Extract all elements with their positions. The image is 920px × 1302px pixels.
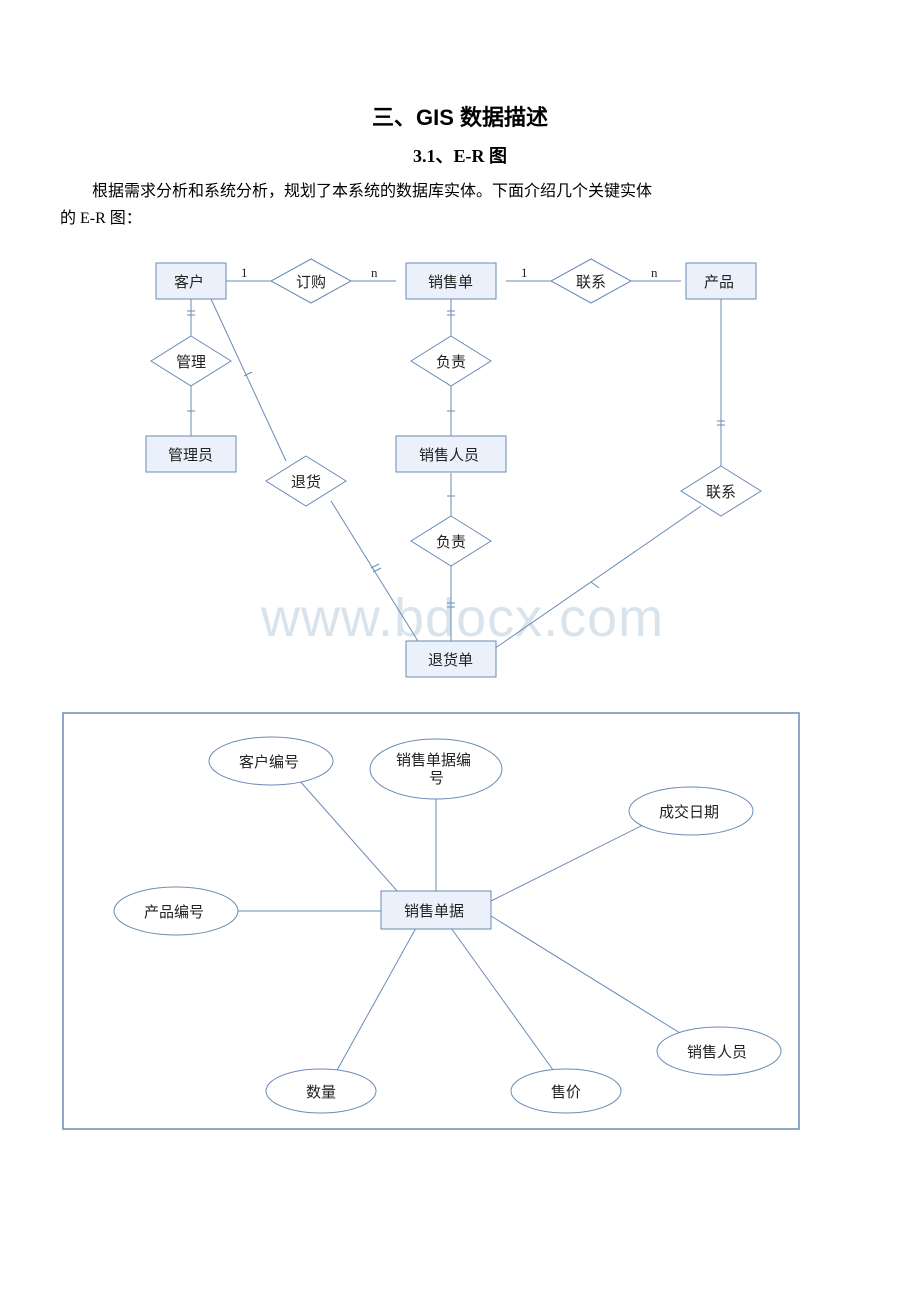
rel-manage: 管理 xyxy=(151,336,231,386)
er-attribute-diagram: 销售单据 客户编号 销售单据编 号 成交日期 产品编号 数 xyxy=(60,710,860,1132)
section-title: 三、GIS 数据描述 xyxy=(60,100,860,132)
entity-customer: 客户 xyxy=(156,263,226,299)
rel-contact-1: 联系 xyxy=(551,259,631,303)
svg-text:负责: 负责 xyxy=(436,354,466,371)
svg-text:号: 号 xyxy=(429,771,444,787)
watermark-text: www.bdocx.com xyxy=(260,588,664,648)
svg-text:产品编号: 产品编号 xyxy=(144,904,204,921)
attr-deal-date: 成交日期 xyxy=(629,787,753,835)
intro-line-2: 的 E-R 图： xyxy=(60,205,860,232)
rel-return: 退货 xyxy=(266,456,346,506)
er-diagram: www.bdocx.com 1 n 1 n xyxy=(60,240,860,682)
entity-return-order: 退货单 xyxy=(406,641,496,677)
attr-staff: 销售人员 xyxy=(657,1027,781,1075)
entity-sales-staff: 销售人员 xyxy=(396,436,506,472)
attr-customer-id: 客户编号 xyxy=(209,737,333,785)
attr-price: 售价 xyxy=(511,1069,621,1113)
svg-text:负责: 负责 xyxy=(436,534,466,551)
card-n-a: n xyxy=(371,265,378,280)
svg-text:数量: 数量 xyxy=(306,1084,336,1101)
svg-text:管理员: 管理员 xyxy=(168,447,213,464)
svg-text:退货单: 退货单 xyxy=(428,652,473,669)
intro-paragraph: 根据需求分析和系统分析，规划了本系统的数据库实体。下面介绍几个关键实体 的 E-… xyxy=(60,178,860,232)
rel-contact-2: 联系 xyxy=(681,466,761,516)
svg-text:销售人员: 销售人员 xyxy=(419,447,479,464)
rel-responsible-2: 负责 xyxy=(411,516,491,566)
svg-text:退货: 退货 xyxy=(291,474,321,491)
svg-text:销售单: 销售单 xyxy=(428,274,473,291)
section-subtitle: 3.1、E-R 图 xyxy=(60,142,860,168)
svg-text:联系: 联系 xyxy=(576,274,606,291)
attr-qty: 数量 xyxy=(266,1069,376,1113)
svg-text:订购: 订购 xyxy=(296,274,326,291)
card-1a: 1 xyxy=(241,265,248,280)
svg-text:产品: 产品 xyxy=(704,274,734,291)
attr-order-id: 销售单据编 号 xyxy=(370,739,502,799)
svg-text:销售单据: 销售单据 xyxy=(404,903,464,920)
rel-responsible-1: 负责 xyxy=(411,336,491,386)
svg-text:管理: 管理 xyxy=(176,354,206,371)
card-1b: 1 xyxy=(521,265,528,280)
svg-text:销售单据编: 销售单据编 xyxy=(396,752,471,769)
svg-text:客户: 客户 xyxy=(174,274,204,291)
svg-text:客户编号: 客户编号 xyxy=(239,754,299,771)
entity-sales-order: 销售单 xyxy=(406,263,496,299)
svg-text:售价: 售价 xyxy=(551,1084,581,1101)
svg-text:销售人员: 销售人员 xyxy=(687,1044,747,1061)
rel-order: 订购 xyxy=(271,259,351,303)
attr-product-id: 产品编号 xyxy=(114,887,238,935)
entity-product: 产品 xyxy=(686,263,756,299)
svg-text:成交日期: 成交日期 xyxy=(659,803,719,821)
entity-sales-receipt: 销售单据 xyxy=(381,891,491,929)
entity-admin: 管理员 xyxy=(146,436,236,472)
svg-text:联系: 联系 xyxy=(706,484,736,501)
intro-line-1: 根据需求分析和系统分析，规划了本系统的数据库实体。下面介绍几个关键实体 xyxy=(92,183,652,200)
card-n-b: n xyxy=(651,265,658,280)
